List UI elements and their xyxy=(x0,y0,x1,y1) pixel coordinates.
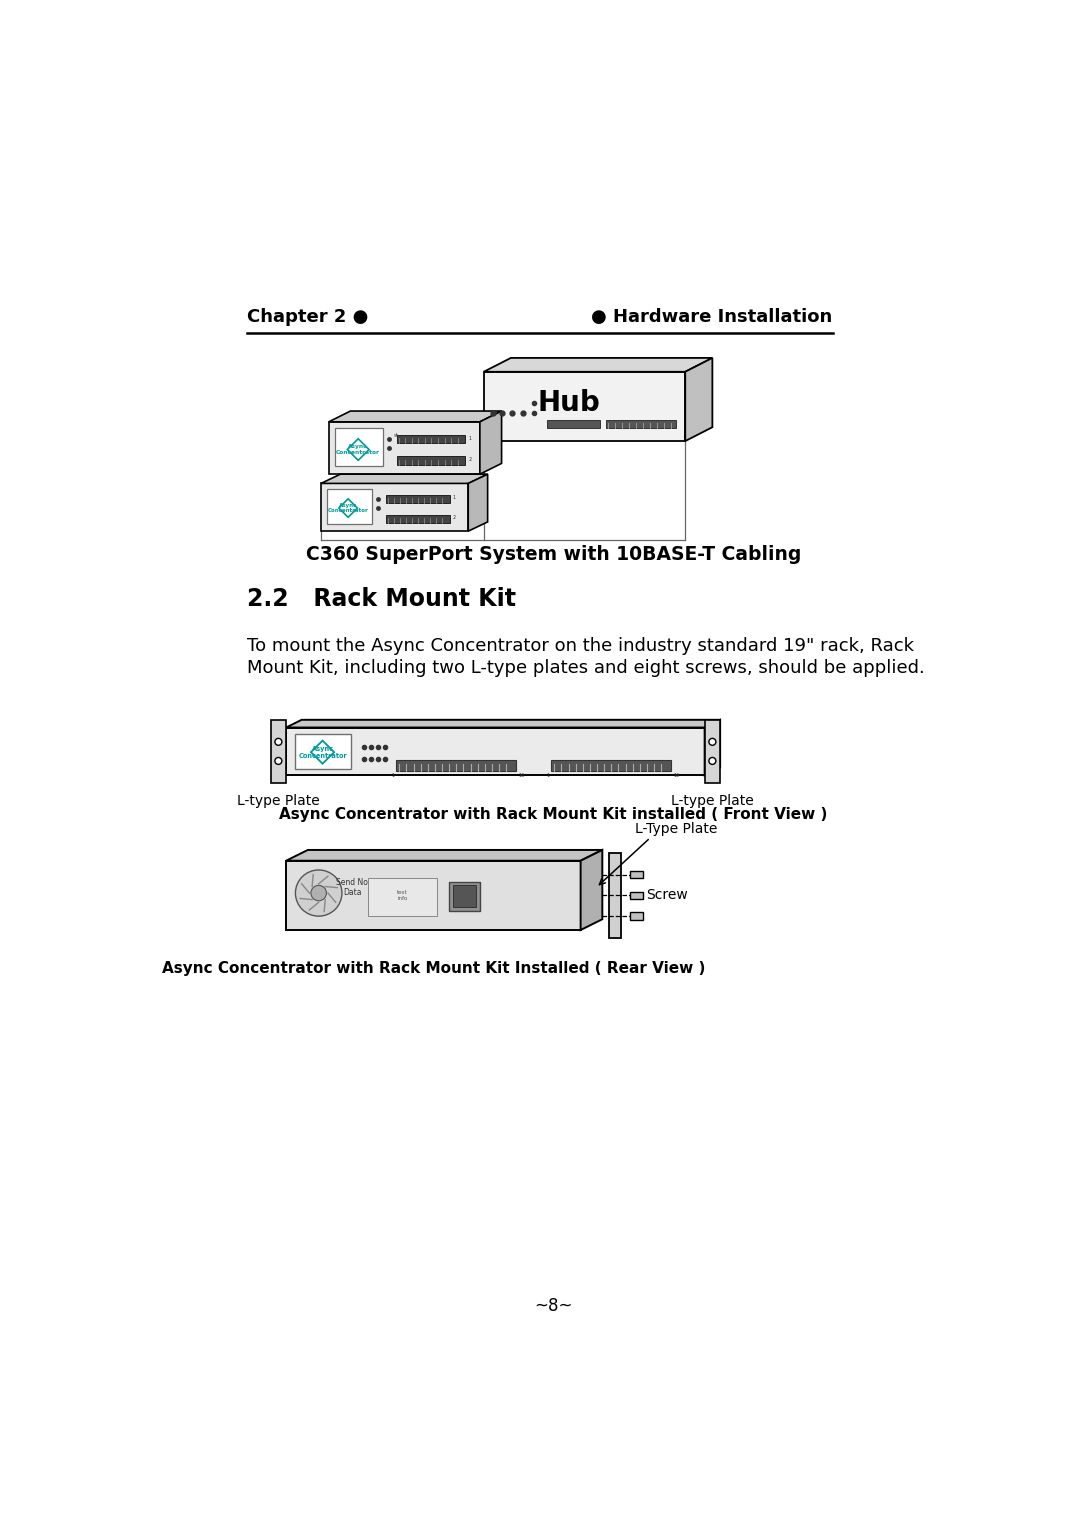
Text: ~8~: ~8~ xyxy=(535,1297,572,1315)
Bar xyxy=(387,514,449,523)
Polygon shape xyxy=(704,720,720,775)
Text: 2: 2 xyxy=(453,514,456,520)
Polygon shape xyxy=(469,475,488,531)
Bar xyxy=(704,720,720,783)
Bar xyxy=(397,456,465,465)
Bar xyxy=(286,728,704,775)
Text: Async Concentrator with Rack Mount Kit installed ( Front View ): Async Concentrator with Rack Mount Kit i… xyxy=(280,807,827,823)
Bar xyxy=(606,420,676,427)
Bar xyxy=(387,494,449,502)
Bar xyxy=(327,488,373,525)
Polygon shape xyxy=(286,720,720,728)
Bar xyxy=(335,427,383,467)
Circle shape xyxy=(708,739,716,745)
Text: 2: 2 xyxy=(469,458,471,462)
Text: 1: 1 xyxy=(392,772,394,778)
Text: Async Concentrator with Rack Mount Kit Installed ( Rear View ): Async Concentrator with Rack Mount Kit I… xyxy=(162,961,705,975)
Circle shape xyxy=(275,739,282,745)
Polygon shape xyxy=(321,475,488,484)
Text: Hub: Hub xyxy=(537,389,599,417)
Text: 16: 16 xyxy=(674,772,680,778)
Polygon shape xyxy=(321,484,469,531)
Text: Async
Concentrator: Async Concentrator xyxy=(327,502,368,513)
Text: L-type Plate: L-type Plate xyxy=(237,794,320,807)
Bar xyxy=(397,435,465,444)
Text: 1: 1 xyxy=(469,435,471,441)
Text: Send No
Data: Send No Data xyxy=(336,877,368,897)
Polygon shape xyxy=(311,740,334,763)
Text: 1: 1 xyxy=(453,494,456,501)
Text: 16: 16 xyxy=(518,772,525,778)
Text: ● Hardware Installation: ● Hardware Installation xyxy=(591,308,833,325)
Bar xyxy=(631,913,643,920)
Bar xyxy=(271,720,286,783)
Bar xyxy=(449,882,480,911)
Text: Screw: Screw xyxy=(646,888,688,902)
Circle shape xyxy=(708,757,716,765)
Text: Async
Concentrator: Async Concentrator xyxy=(298,746,347,758)
Polygon shape xyxy=(685,359,713,441)
Polygon shape xyxy=(484,359,713,372)
Text: st: st xyxy=(394,433,399,438)
Polygon shape xyxy=(286,850,603,861)
Polygon shape xyxy=(328,410,501,421)
Polygon shape xyxy=(480,410,501,475)
Polygon shape xyxy=(581,850,603,929)
Bar xyxy=(608,853,621,937)
Circle shape xyxy=(275,757,282,765)
Polygon shape xyxy=(339,499,357,517)
Bar xyxy=(548,420,600,427)
Text: L-type Plate: L-type Plate xyxy=(671,794,754,807)
Polygon shape xyxy=(286,861,581,929)
Text: text
info: text info xyxy=(397,890,408,900)
Bar xyxy=(551,760,672,771)
Circle shape xyxy=(311,885,326,900)
Text: To mount the Async Concentrator on the industry standard 19" rack, Rack: To mount the Async Concentrator on the i… xyxy=(247,638,915,656)
Text: Mount Kit, including two L-type plates and eight screws, should be applied.: Mount Kit, including two L-type plates a… xyxy=(247,659,926,678)
Bar xyxy=(453,885,476,906)
Text: C360 SuperPort System with 10BASE-T Cabling: C360 SuperPort System with 10BASE-T Cabl… xyxy=(306,545,801,565)
Text: L-Type Plate: L-Type Plate xyxy=(635,823,717,836)
Text: Chapter 2 ●: Chapter 2 ● xyxy=(247,308,368,325)
Polygon shape xyxy=(348,439,369,461)
Bar xyxy=(367,877,437,916)
Polygon shape xyxy=(484,372,685,441)
Polygon shape xyxy=(328,421,480,475)
Text: 1: 1 xyxy=(546,772,550,778)
Text: Async
Concentrator: Async Concentrator xyxy=(336,444,380,455)
Bar xyxy=(631,871,643,879)
Bar xyxy=(396,760,516,771)
Text: 2.2   Rack Mount Kit: 2.2 Rack Mount Kit xyxy=(247,588,516,612)
Bar xyxy=(631,891,643,899)
Bar xyxy=(296,734,351,769)
Circle shape xyxy=(296,870,342,916)
